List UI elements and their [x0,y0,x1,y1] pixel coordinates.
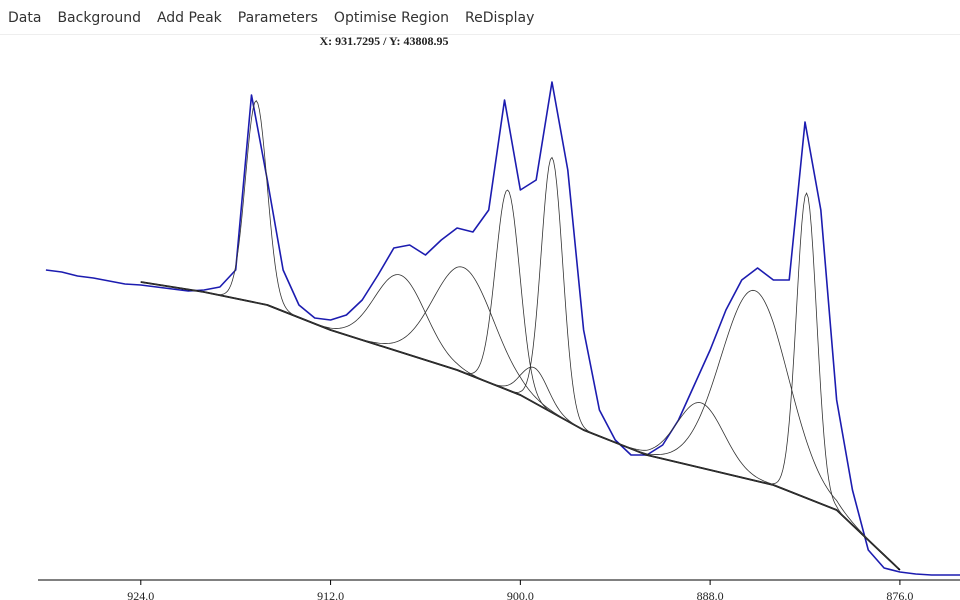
menu-item[interactable]: Add Peak [156,10,222,26]
component-peak [140,281,899,569]
menu-item[interactable]: Background [57,10,141,26]
cursor-readout: X: 931.7295 / Y: 43808.95 [319,34,448,48]
menu-item[interactable]: ReDisplay [465,10,535,26]
x-tick-label: 876.0 [886,589,913,600]
x-tick-label: 912.0 [317,589,344,600]
component-peak [140,189,899,569]
menu-bar: Data Background Add Peak Parameters Optimise… [0,0,960,35]
component-peak [140,100,899,569]
spectrum-line [45,81,960,576]
x-tick-label: 900.0 [507,589,534,600]
component-peak [140,266,899,569]
component-peak [140,192,899,569]
component-peak [140,281,899,569]
menu-item[interactable]: Data [8,10,42,26]
component-peak [140,274,899,569]
component-peak [140,281,899,569]
background-line [140,281,901,571]
x-tick-label: 888.0 [697,589,724,600]
menu-item[interactable]: Optimise Region [333,10,450,26]
x-tick-label: 924.0 [127,589,154,600]
menu-item[interactable]: Parameters [237,10,318,26]
